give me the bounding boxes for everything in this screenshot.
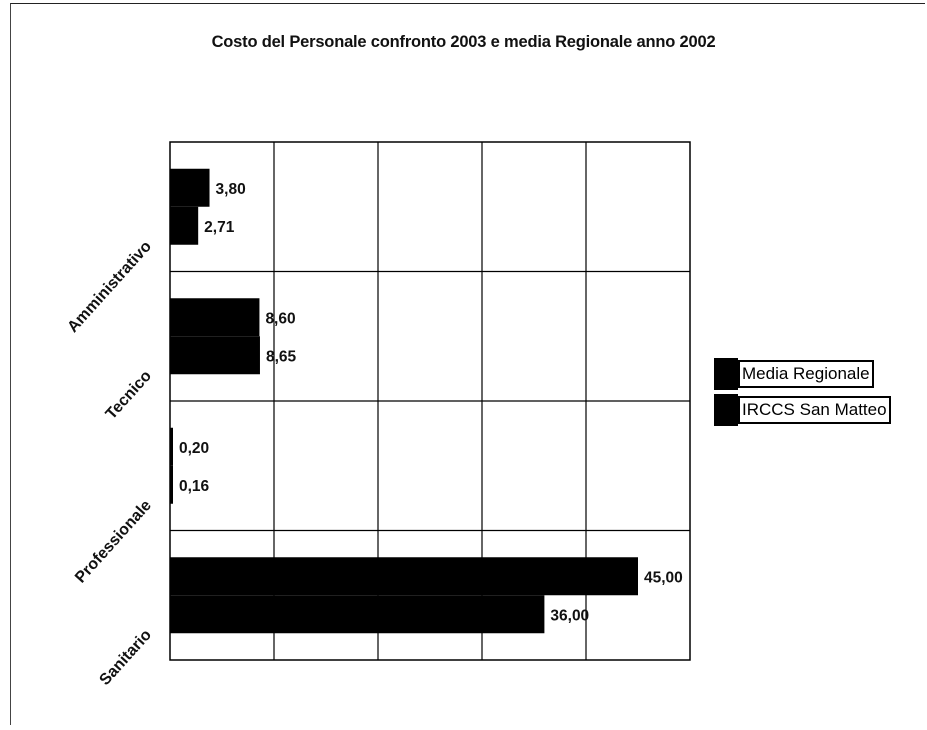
data-label-tecnico-series-0: 8,60 (265, 310, 295, 327)
category-labels: Amministrativo Tecnico Professionale Sanita… (64, 238, 155, 689)
data-label-tecnico-series-1: 8,65 (266, 348, 297, 365)
legend-swatch-0 (714, 358, 738, 390)
bar-amministrativo-series-1 (170, 206, 199, 245)
data-label-amministrativo-series-0: 3,80 (216, 181, 246, 198)
bar-tecnico-series-1 (170, 336, 260, 375)
data-label-professionale-series-0: 0,20 (179, 440, 209, 457)
chart-frame (10, 3, 925, 725)
legend-label-1: IRCCS San Matteo (738, 396, 891, 424)
bar-professionale-series-0 (170, 427, 173, 466)
chart-title: Costo del Personale confronto 2003 e med… (211, 33, 716, 51)
category-label-professionale: Professionale (72, 497, 155, 586)
legend: Media Regionale IRCCS San Matteo (714, 356, 926, 430)
data-label-sanitario-series-0: 45,00 (644, 569, 683, 586)
data-label-amministrativo-series-1: 2,71 (204, 219, 235, 236)
data-label-sanitario-series-1: 36,00 (550, 607, 589, 624)
category-label-sanitario: Sanitario (97, 626, 156, 688)
category-label-tecnico: Tecnico (103, 367, 155, 423)
bar-professionale-series-1 (170, 465, 173, 504)
bar-tecnico-series-0 (170, 298, 260, 337)
legend-swatch-1 (714, 394, 738, 426)
category-label-amministrativo: Amministrativo (64, 238, 155, 336)
legend-item-1: IRCCS San Matteo (714, 394, 891, 426)
legend-item-0: Media Regionale (714, 358, 874, 390)
bar-sanitario-series-1 (170, 595, 545, 634)
bar-amministrativo-series-0 (170, 168, 210, 207)
data-label-professionale-series-1: 0,16 (179, 478, 210, 495)
bars (170, 168, 638, 634)
legend-label-0: Media Regionale (738, 360, 874, 388)
bar-sanitario-series-0 (170, 557, 638, 596)
data-labels: 3,80 2,71 8,60 8,65 0,20 0,16 45,00 36,00 (179, 181, 683, 625)
